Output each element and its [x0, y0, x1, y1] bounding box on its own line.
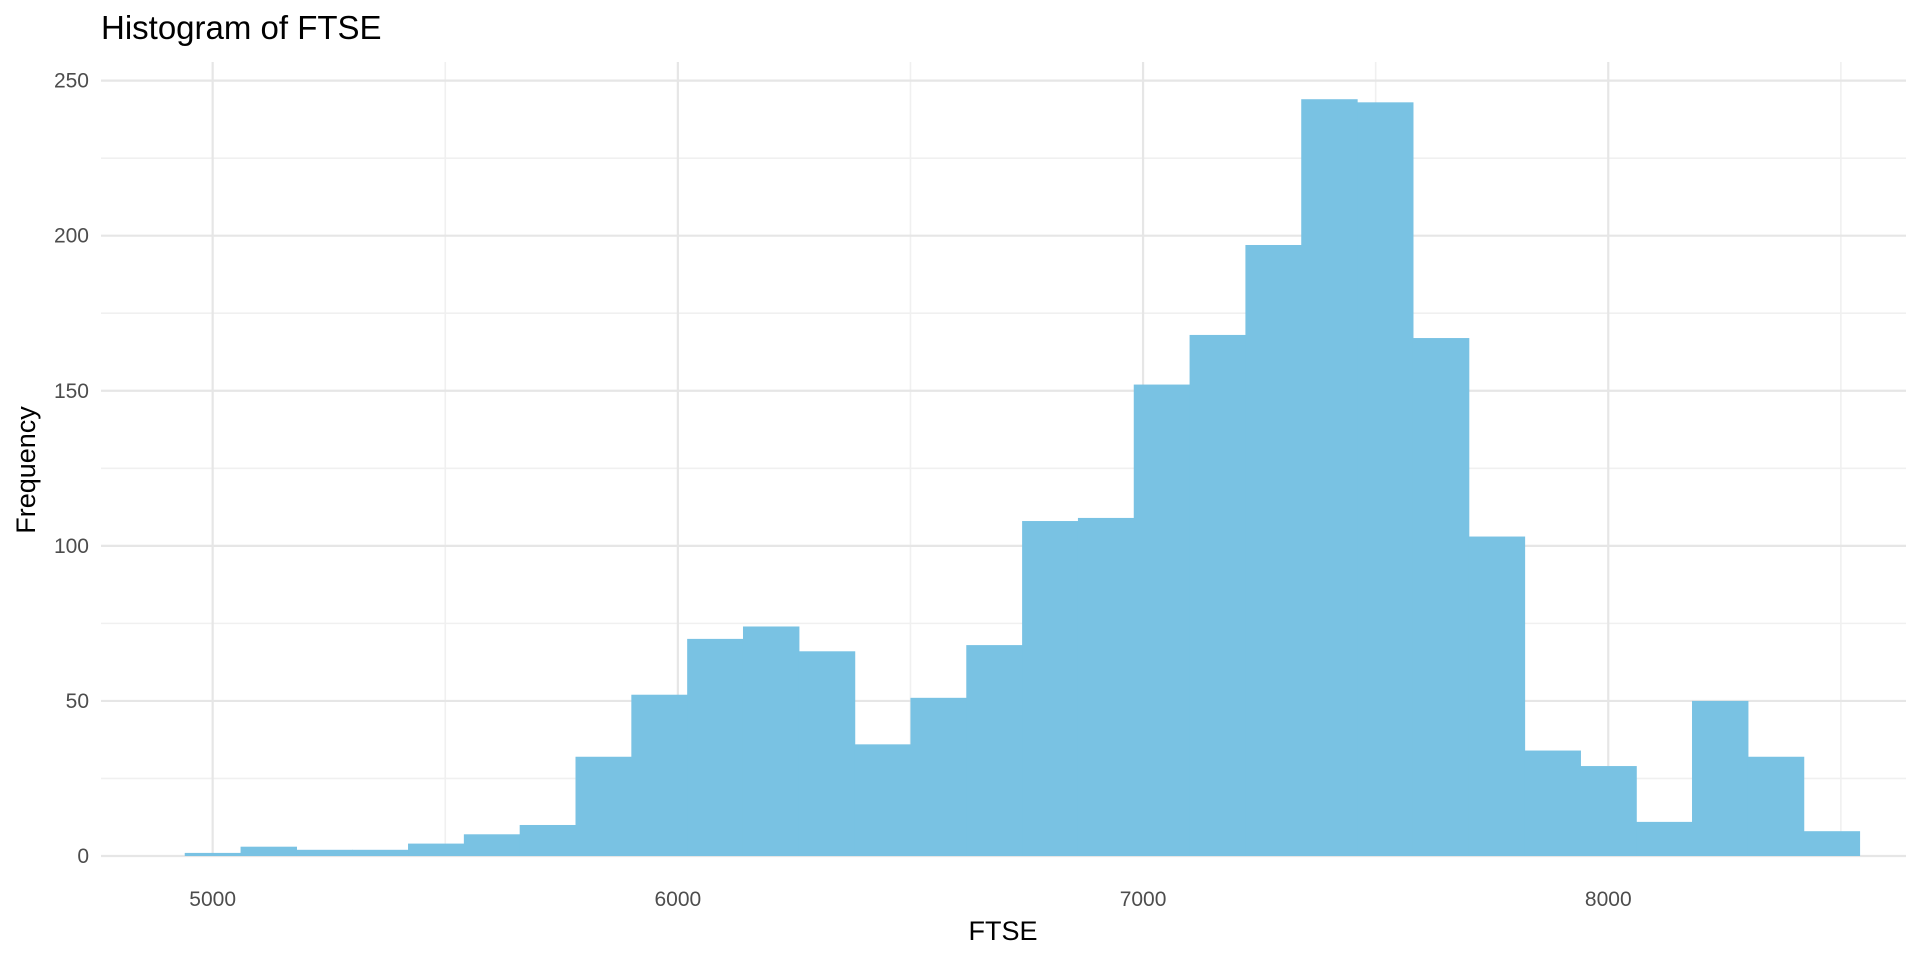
- y-tick-label: 50: [66, 690, 89, 713]
- histogram-bar: [1468, 536, 1526, 856]
- histogram-bar: [1189, 334, 1247, 856]
- histogram-bar: [966, 645, 1023, 856]
- histogram-bar: [1747, 756, 1805, 856]
- histogram-bar: [408, 843, 465, 856]
- histogram-bar: [1301, 99, 1358, 856]
- x-tick-label: 6000: [654, 888, 701, 911]
- histogram-bar: [1133, 384, 1191, 856]
- histogram-bar: [742, 626, 800, 856]
- histogram-bar: [1692, 700, 1749, 856]
- histogram-bar: [1357, 102, 1414, 856]
- y-axis-ticks: 0 50 100 150 200 250: [54, 70, 89, 868]
- y-axis-title: Frequency: [11, 406, 41, 534]
- histogram-bar: [1580, 766, 1637, 856]
- chart-title: Histogram of FTSE: [101, 9, 382, 46]
- bars: [184, 99, 1861, 856]
- x-axis-title: FTSE: [968, 916, 1037, 946]
- histogram-bar: [910, 697, 967, 856]
- histogram-bar: [687, 638, 744, 856]
- histogram-bar: [184, 852, 242, 856]
- histogram-bar: [519, 824, 577, 856]
- histogram-bar: [296, 849, 353, 856]
- histogram-bar: [1412, 338, 1470, 856]
- y-tick-label: 200: [54, 225, 89, 248]
- y-tick-label: 250: [54, 70, 89, 93]
- histogram-bar: [1245, 244, 1302, 856]
- histogram-bar: [631, 694, 688, 856]
- x-tick-label: 8000: [1585, 888, 1632, 911]
- histogram-bar: [1524, 750, 1581, 856]
- histogram-bar: [1636, 821, 1693, 856]
- histogram-bar: [854, 744, 912, 856]
- y-tick-label: 100: [54, 535, 89, 558]
- histogram-bar: [240, 846, 297, 856]
- histogram-bar: [352, 849, 409, 856]
- y-tick-label: 0: [77, 845, 89, 868]
- histogram-bar: [1022, 521, 1079, 856]
- x-tick-label: 5000: [189, 888, 236, 911]
- x-axis-ticks: 5000 6000 7000 8000: [189, 888, 1631, 911]
- histogram-bar: [463, 834, 521, 856]
- histogram-bar: [1803, 831, 1861, 856]
- x-tick-label: 7000: [1120, 888, 1167, 911]
- histogram-bar: [1077, 517, 1135, 856]
- histogram-bar: [575, 756, 632, 856]
- y-tick-label: 150: [54, 380, 89, 403]
- histogram-bar: [798, 651, 856, 856]
